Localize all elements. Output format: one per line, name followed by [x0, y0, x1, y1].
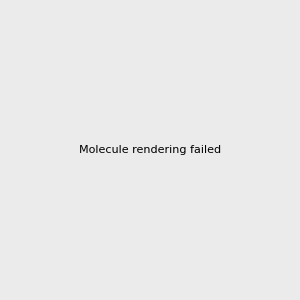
Text: Molecule rendering failed: Molecule rendering failed [79, 145, 221, 155]
